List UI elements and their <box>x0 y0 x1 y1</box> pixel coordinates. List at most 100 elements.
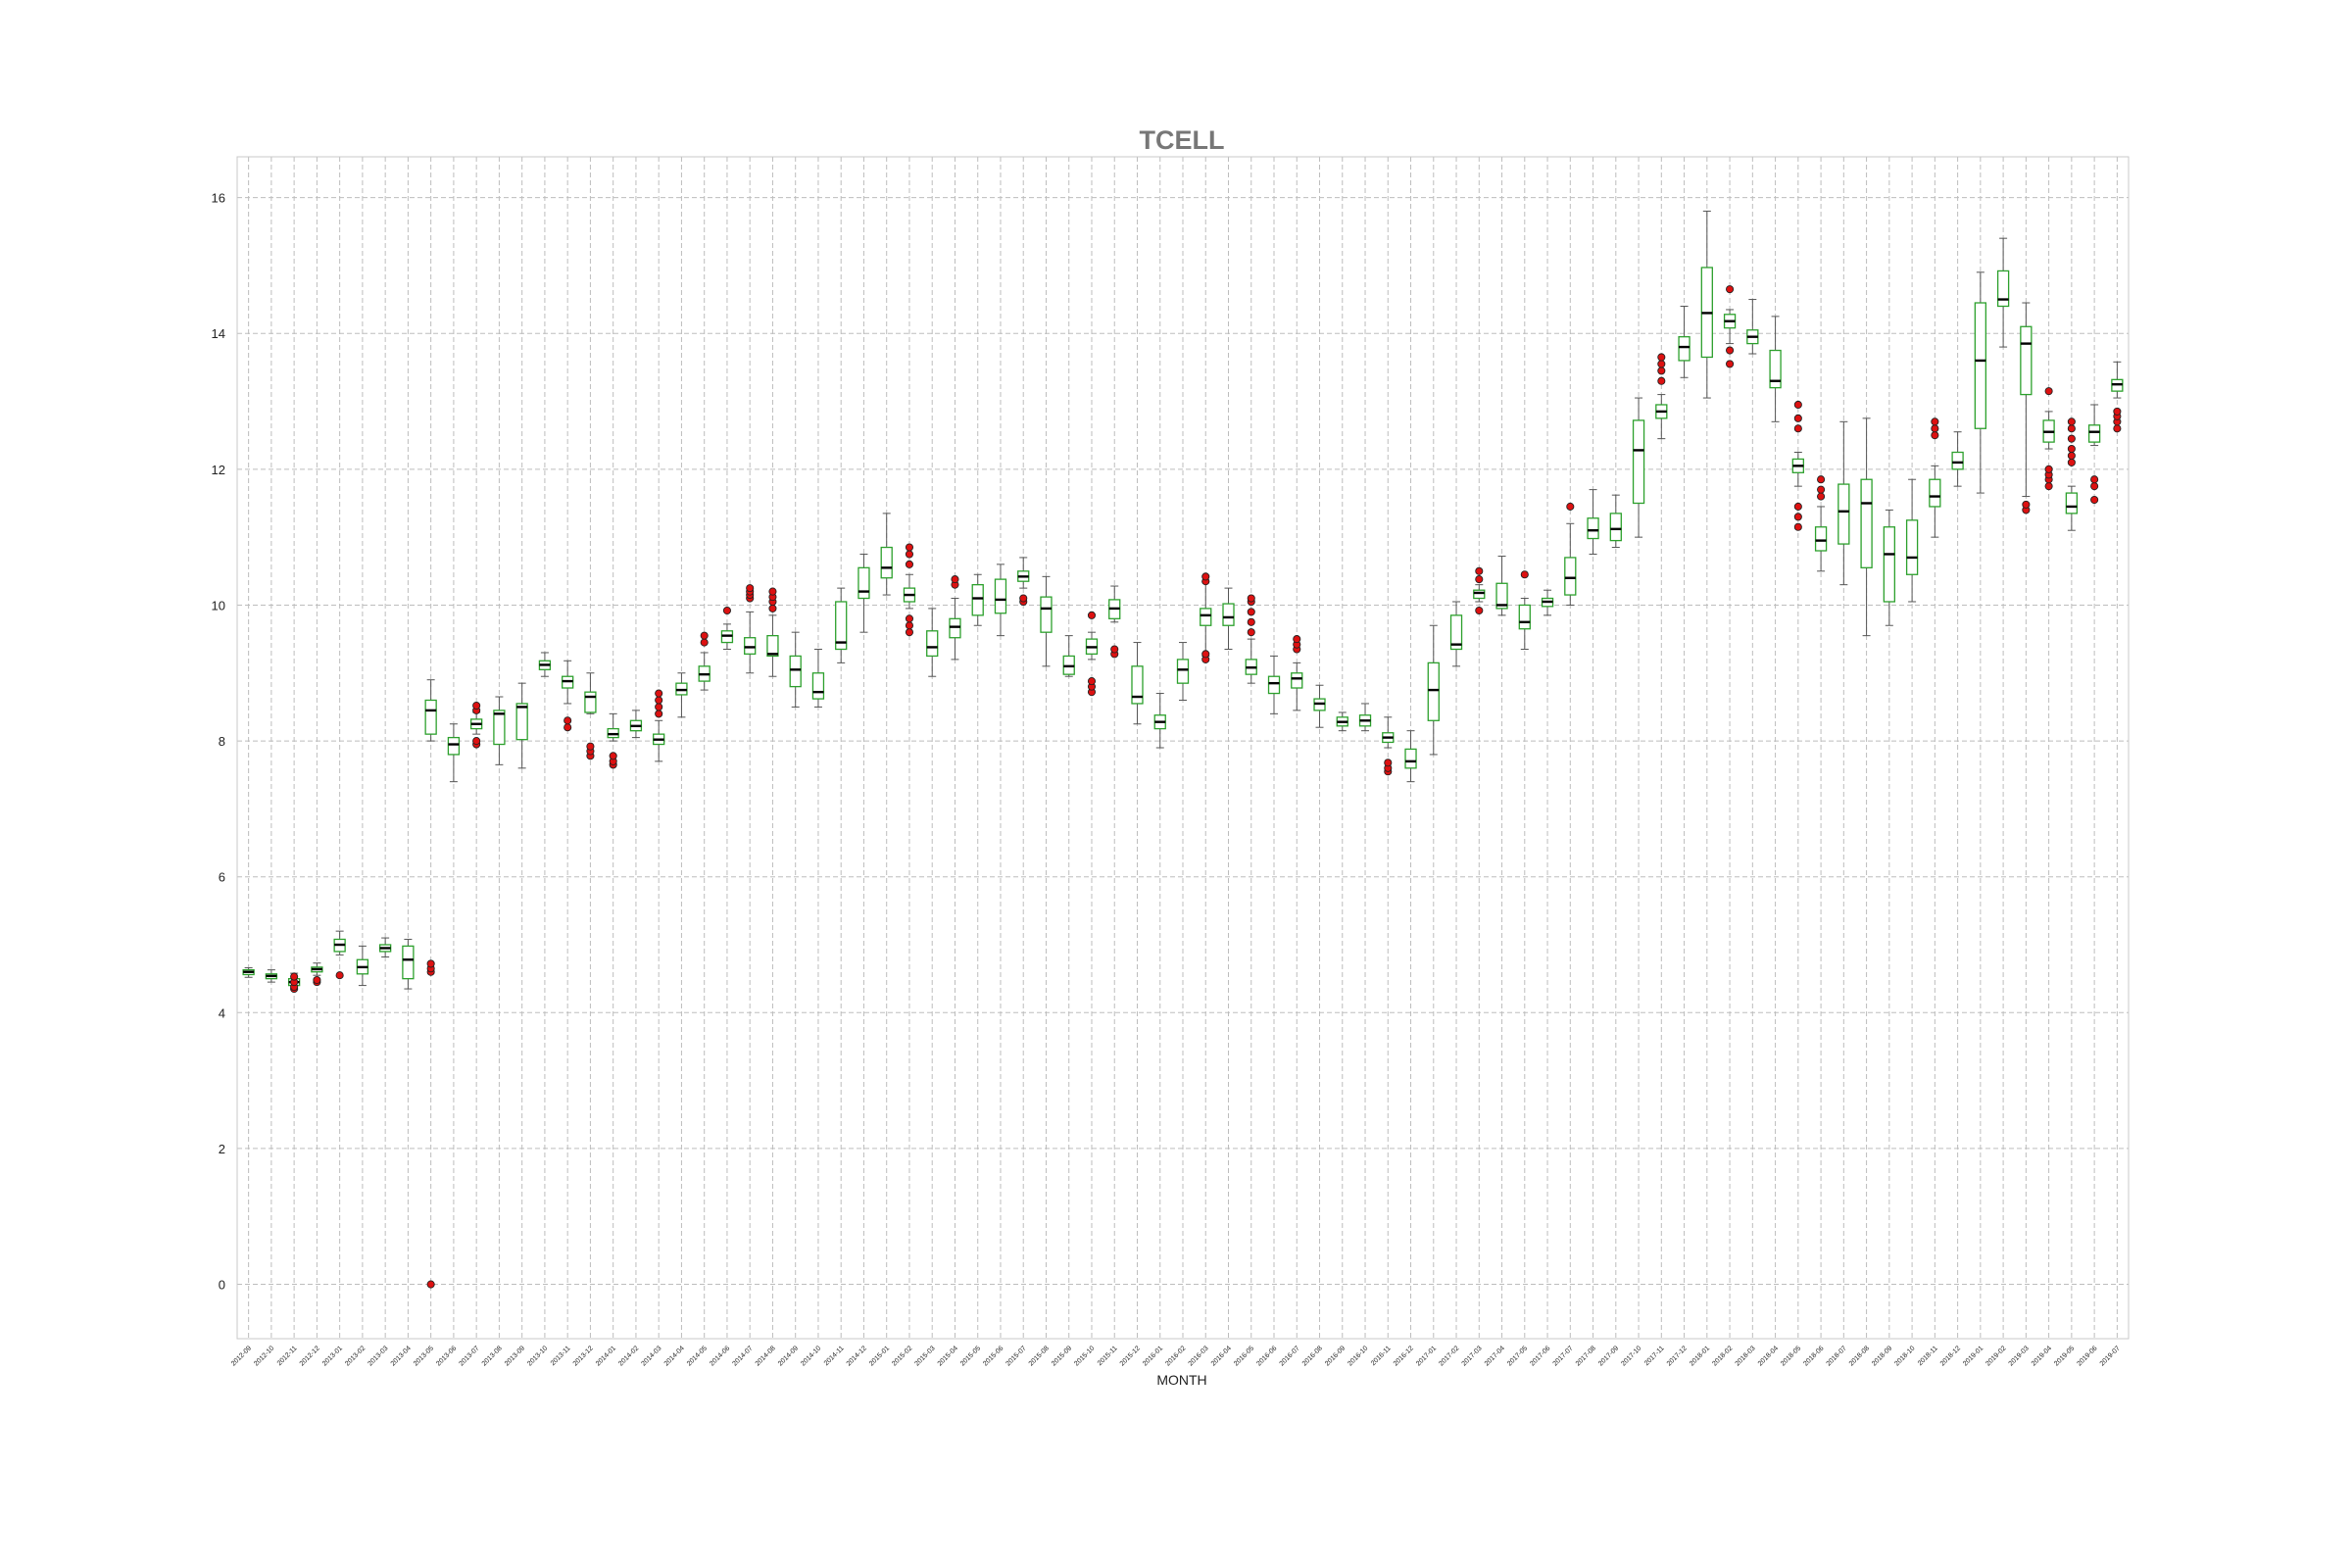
outlier-point <box>1520 570 1529 579</box>
outlier-point <box>2113 407 2122 416</box>
outlier-point <box>2067 458 2076 466</box>
x-tick-label: 2016-04 <box>1210 1345 1233 1367</box>
iqr-box <box>1427 662 1440 721</box>
x-tick-label: 2016-07 <box>1279 1345 1301 1367</box>
box-2016-07 <box>1291 635 1303 711</box>
outlier-point <box>2067 417 2076 426</box>
y-tick-label: 8 <box>219 734 225 749</box>
box-2016-04 <box>1222 587 1235 650</box>
x-tick-label: 2014-09 <box>777 1345 800 1367</box>
box-2019-01 <box>1974 271 1987 494</box>
box-2012-12 <box>311 962 323 987</box>
box-2012-09 <box>242 967 255 978</box>
x-tick-label: 2013-09 <box>504 1345 526 1367</box>
outlier-point <box>2090 482 2099 491</box>
outlier-point <box>290 972 299 981</box>
x-tick-label: 2018-11 <box>1917 1345 1939 1367</box>
box-2017-04 <box>1495 556 1508 616</box>
box-2016-06 <box>1267 655 1281 714</box>
outlier-point <box>2067 444 2076 454</box>
x-tick-label: 2018-10 <box>1893 1345 1916 1367</box>
iqr-box <box>1222 603 1235 626</box>
boxes <box>242 210 2124 1289</box>
y-tick-label: 2 <box>219 1142 225 1156</box>
x-tick-label: 2014-02 <box>617 1345 640 1367</box>
outlier-point <box>1247 628 1255 637</box>
x-axis-label: MONTH <box>1156 1372 1206 1388</box>
x-tick-label: 2015-10 <box>1073 1345 1096 1367</box>
box-2015-09 <box>1062 635 1075 677</box>
x-tick-label: 2013-04 <box>390 1345 413 1367</box>
outlier-point <box>1201 650 1210 659</box>
box-2016-09 <box>1336 711 1348 732</box>
outlier-point <box>2067 451 2076 461</box>
outlier-point <box>1817 475 1826 484</box>
box-2013-08 <box>493 696 506 765</box>
box-2018-01 <box>1700 210 1713 399</box>
iqr-box <box>1974 302 1987 429</box>
x-tick-label: 2016-12 <box>1393 1345 1415 1367</box>
iqr-box <box>1564 557 1577 596</box>
x-tick-label: 2016-10 <box>1347 1345 1369 1367</box>
iqr-box <box>493 710 506 746</box>
box-2016-10 <box>1358 703 1372 732</box>
plot-area-frame <box>236 156 2130 1340</box>
outlier-point <box>1475 606 1484 615</box>
box-2016-08 <box>1313 684 1326 728</box>
box-2013-06 <box>447 723 461 783</box>
outlier-point <box>1087 611 1097 619</box>
outlier-point <box>472 737 481 746</box>
outlier-point <box>1657 353 1666 362</box>
iqr-box <box>1769 349 1782 389</box>
box-2016-01 <box>1153 693 1166 749</box>
box-2014-02 <box>629 710 643 739</box>
iqr-box <box>1040 596 1053 633</box>
box-2016-11 <box>1382 716 1395 776</box>
outlier-point <box>905 614 914 623</box>
x-tick-label: 2017-08 <box>1575 1345 1597 1367</box>
iqr-box <box>1929 478 1941 508</box>
iqr-box <box>1678 336 1690 362</box>
box-2018-11 <box>1929 417 1941 538</box>
iqr-box <box>744 637 757 656</box>
x-tick-label: 2017-12 <box>1666 1345 1689 1367</box>
box-2013-01 <box>333 930 346 980</box>
box-2014-07 <box>744 584 757 674</box>
y-tick-label: 10 <box>212 598 225 612</box>
iqr-box <box>1838 483 1850 545</box>
x-tick-label: 2018-06 <box>1802 1345 1825 1367</box>
x-tick-label: 2017-09 <box>1597 1345 1620 1367</box>
x-tick-label: 2018-07 <box>1826 1345 1848 1367</box>
iqr-box <box>1267 675 1281 695</box>
x-tick-label: 2016-03 <box>1188 1345 1210 1367</box>
iqr-box <box>858 566 870 600</box>
outlier-point <box>426 959 435 968</box>
outlier-point <box>1247 617 1255 626</box>
box-2015-05 <box>971 573 984 626</box>
outlier-point <box>1726 285 1735 294</box>
iqr-box <box>1587 517 1599 540</box>
outlier-point <box>2067 434 2076 443</box>
x-tick-label: 2018-02 <box>1711 1345 1734 1367</box>
x-tick-label: 2014-07 <box>731 1345 754 1367</box>
box-2018-03 <box>1746 299 1759 355</box>
x-tick-label: 2019-07 <box>2099 1345 2122 1367</box>
outlier-point <box>905 628 914 637</box>
x-tick-label: 2016-06 <box>1255 1345 1278 1367</box>
iqr-box <box>926 630 939 658</box>
x-tick-label: 2015-06 <box>982 1345 1004 1367</box>
iqr-box <box>1131 665 1144 705</box>
box-2017-12 <box>1678 305 1690 378</box>
iqr-box <box>2020 325 2033 396</box>
box-2019-07 <box>2111 361 2124 433</box>
iqr-box <box>1996 270 2010 308</box>
x-tick-label: 2013-05 <box>413 1345 435 1367</box>
x-tick-label: 2018-04 <box>1757 1345 1780 1367</box>
iqr-box <box>835 601 848 651</box>
x-tick-label: 2014-06 <box>709 1345 731 1367</box>
outlier-point <box>564 723 572 732</box>
x-tick-label: 2019-06 <box>2076 1345 2098 1367</box>
box-2018-09 <box>1883 509 1895 626</box>
box-2018-06 <box>1814 475 1828 572</box>
